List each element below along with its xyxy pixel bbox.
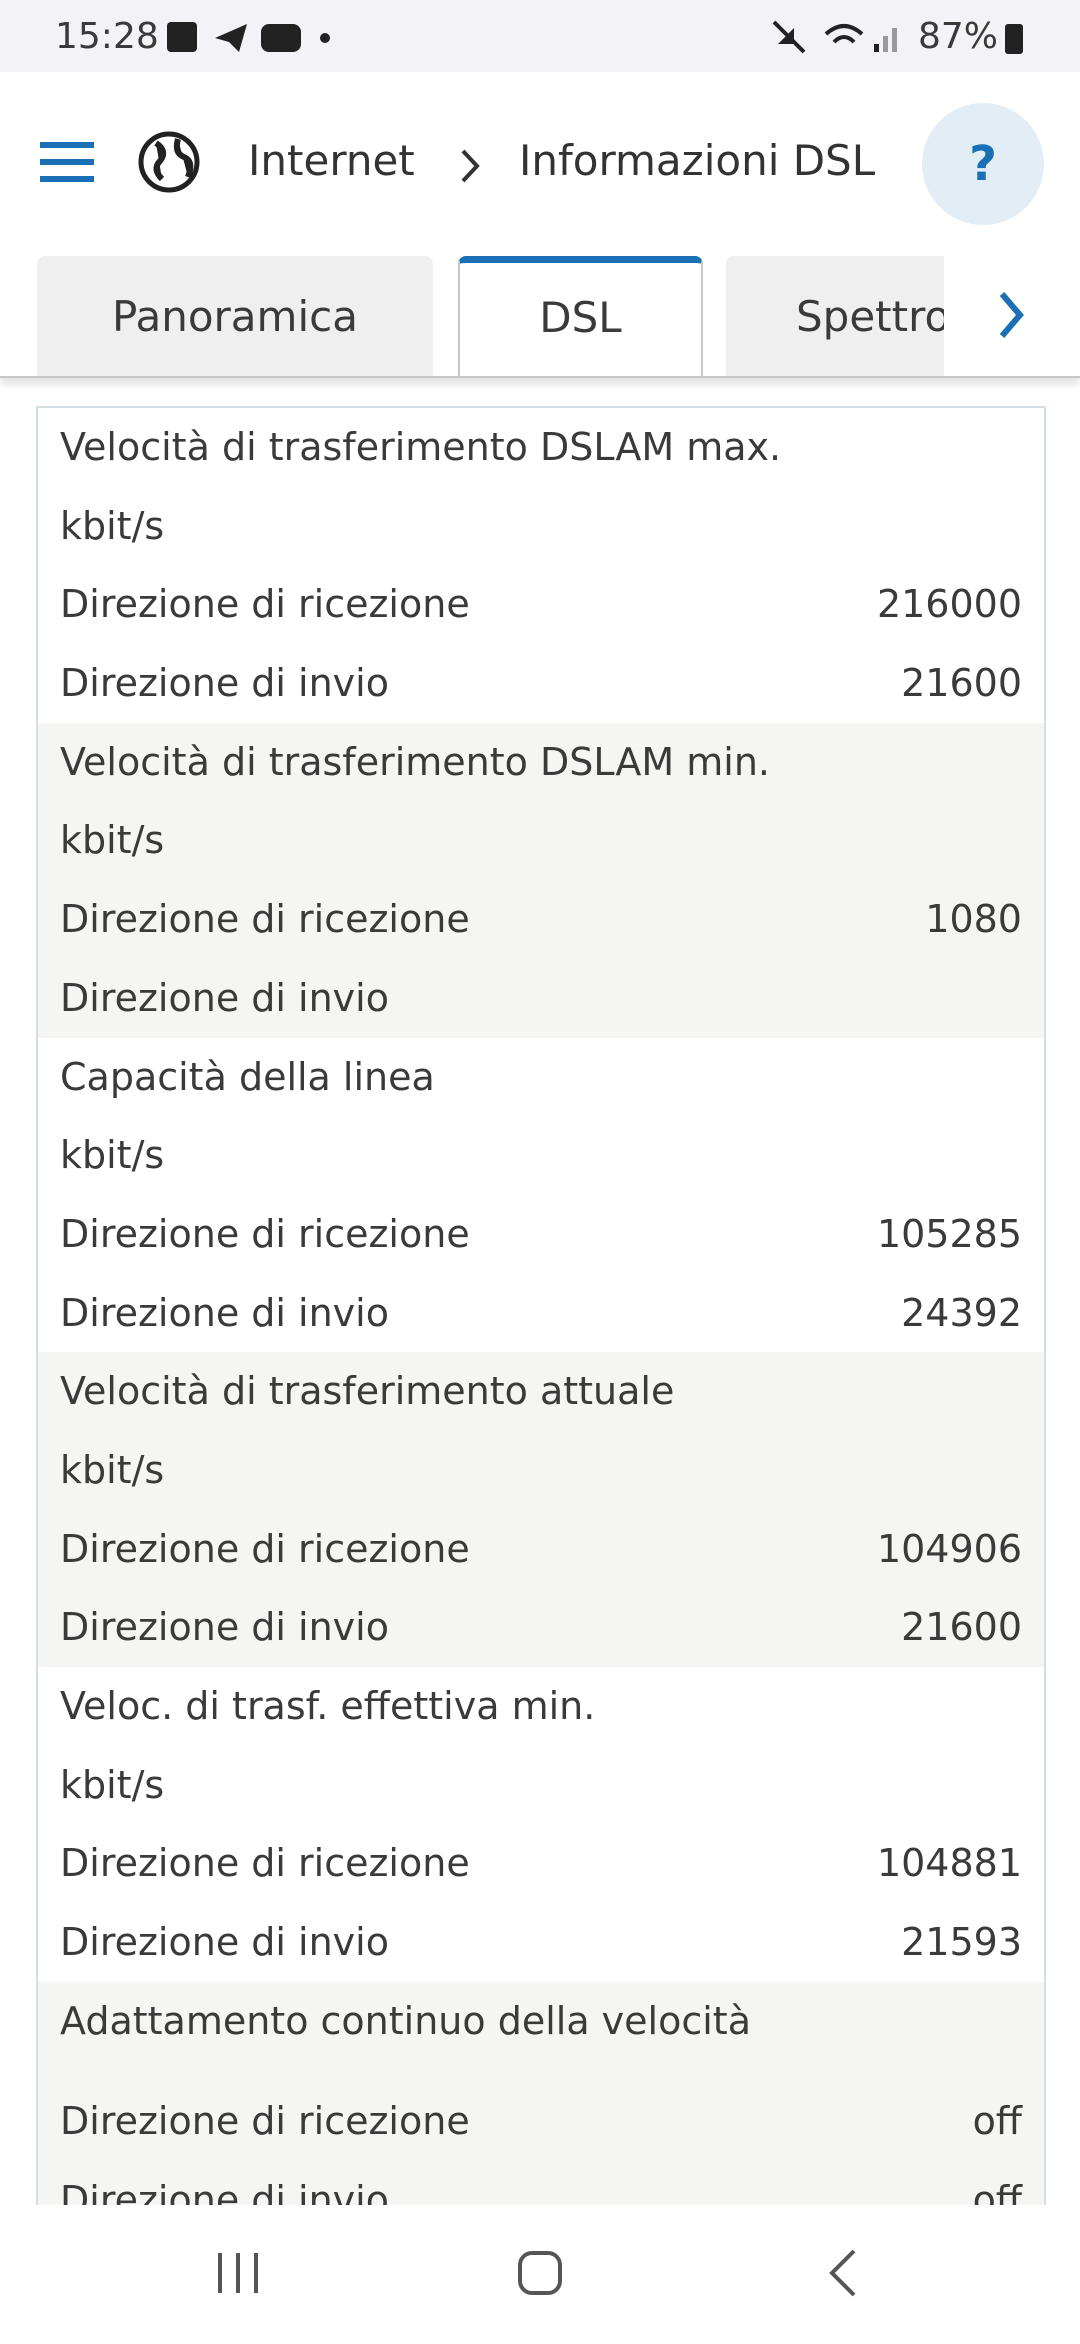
help-button[interactable]: ?: [922, 103, 1044, 225]
row-value: off: [972, 2099, 1022, 2144]
row-value: 1080: [925, 897, 1022, 942]
title: Veloc. di trasf. effettiva min.: [60, 1684, 596, 1728]
row: Direzione di invio 21600: [60, 1588, 1022, 1667]
row: Direzione di invio 21600: [60, 644, 1022, 723]
unit-row: kbit/s: [60, 1431, 1022, 1510]
unit: kbit/s: [60, 1762, 165, 1807]
unit: kbit/s: [60, 818, 165, 863]
unit-row: kbit/s: [60, 1746, 1022, 1825]
section: Capacità della linea kbit/s Direzione di r…: [38, 1038, 1044, 1353]
tab[interactable]: Spettro: [726, 256, 944, 376]
row: Direzione di invio 21593: [60, 1903, 1022, 1982]
section: Adattamento continuo della velocità Direz…: [38, 1981, 1044, 2205]
row-label: Direzione di ricezione: [60, 2099, 470, 2144]
home-button[interactable]: [518, 2251, 562, 2295]
row-value: 104906: [876, 1526, 1022, 1571]
menu-button[interactable]: [40, 140, 94, 184]
notification-icons: [167, 22, 330, 52]
title: Velocità di trasferimento DSLAM min.: [60, 739, 770, 784]
row-label: Direzione di invio: [60, 2178, 389, 2205]
status-bar: 15:28 87%: [0, 0, 1080, 72]
section-title: Capacità della linea: [60, 1038, 1022, 1117]
row-value: 105285: [876, 1211, 1022, 1256]
system-icons: [772, 20, 897, 54]
unit-row: kbit/s: [60, 1116, 1022, 1195]
title: Capacità della linea: [60, 1054, 435, 1099]
section-title: Velocità di trasferimento DSLAM max.: [60, 408, 1022, 487]
breadcrumb[interactable]: Internet: [248, 136, 415, 185]
row-label: Direzione di invio: [60, 661, 389, 706]
breadcrumb-separator: [461, 149, 480, 183]
globe-icon: [138, 131, 200, 193]
navigation-bar: [0, 2205, 1080, 2340]
row: Direzione di ricezione 104881: [60, 1824, 1022, 1903]
row: Direzione di ricezione 1080: [60, 880, 1022, 959]
time: 15:28: [55, 16, 159, 57]
tab-scroll-right[interactable]: [944, 254, 1080, 376]
tab-bar: Panoramica DSL Spettro: [0, 254, 1080, 378]
unit: kbit/s: [60, 503, 165, 548]
row-label: Direzione di ricezione: [60, 897, 470, 942]
row-value: 24392: [901, 1290, 1022, 1335]
row-value: 104881: [876, 1841, 1022, 1886]
spacer: [60, 2060, 1022, 2082]
tab[interactable]: Panoramica: [37, 256, 433, 376]
section: Velocità di trasferimento DSLAM max. kbit…: [38, 408, 1044, 723]
back-button[interactable]: [829, 2249, 856, 2297]
unit: kbit/s: [60, 1447, 165, 1492]
row-value: 21600: [901, 661, 1022, 706]
row-label: Direzione di invio: [60, 1920, 389, 1965]
title: Adattamento continuo della velocità: [60, 1998, 751, 2043]
row-label: Direzione di invio: [60, 975, 389, 1020]
row-label: Direzione di ricezione: [60, 1211, 470, 1256]
unit-row: kbit/s: [60, 487, 1022, 566]
title: Velocità di trasferimento attuale: [60, 1369, 675, 1414]
row-label: Direzione di ricezione: [60, 1841, 470, 1886]
row-value: 21600: [901, 1605, 1022, 1650]
section-title: Adattamento continuo della velocità: [60, 1982, 1022, 2061]
row-label: Direzione di invio: [60, 1290, 389, 1335]
row-label: Direzione di invio: [60, 1605, 389, 1650]
row: Direzione di invio: [60, 959, 1022, 1038]
row-value: 216000: [876, 582, 1022, 627]
section-title: Velocità di trasferimento attuale: [60, 1352, 1022, 1431]
recents-button[interactable]: [218, 2253, 258, 2293]
row: Direzione di invio off: [60, 2161, 1022, 2205]
row: Direzione di invio 24392: [60, 1274, 1022, 1353]
unit: kbit/s: [60, 1133, 165, 1178]
info-list: Velocità di trasferimento DSLAM max. kbit…: [36, 406, 1046, 2205]
row-label: Direzione di ricezione: [60, 1526, 470, 1571]
section-title: Velocità di trasferimento DSLAM min.: [60, 723, 1022, 802]
breadcrumb-current: Informazioni DSL: [519, 136, 876, 185]
section-title: Veloc. di trasf. effettiva min.: [60, 1667, 1022, 1746]
tab-active[interactable]: DSL: [458, 256, 703, 376]
row: Direzione di ricezione 216000: [60, 565, 1022, 644]
unit-row: kbit/s: [60, 801, 1022, 880]
section: Velocità di trasferimento DSLAM min. kbit…: [38, 722, 1044, 1038]
section: Veloc. di trasf. effettiva min. kbit/s Dir…: [38, 1667, 1044, 1982]
row: Direzione di ricezione off: [60, 2082, 1022, 2161]
battery-level: 87%: [918, 16, 999, 57]
nav-buttons: [218, 2249, 856, 2297]
section: Velocità di trasferimento attuale kbit/s D…: [38, 1352, 1044, 1667]
row-value: 21593: [901, 1920, 1022, 1965]
row: Direzione di ricezione 105285: [60, 1195, 1022, 1274]
row-value: off: [972, 2178, 1022, 2205]
row: Direzione di ricezione 104906: [60, 1510, 1022, 1589]
battery-icon: [1005, 24, 1023, 54]
row-label: Direzione di ricezione: [60, 582, 470, 627]
title: Velocità di trasferimento DSLAM max.: [60, 425, 782, 469]
header: Internet Informazioni DSL ?: [0, 72, 1080, 254]
